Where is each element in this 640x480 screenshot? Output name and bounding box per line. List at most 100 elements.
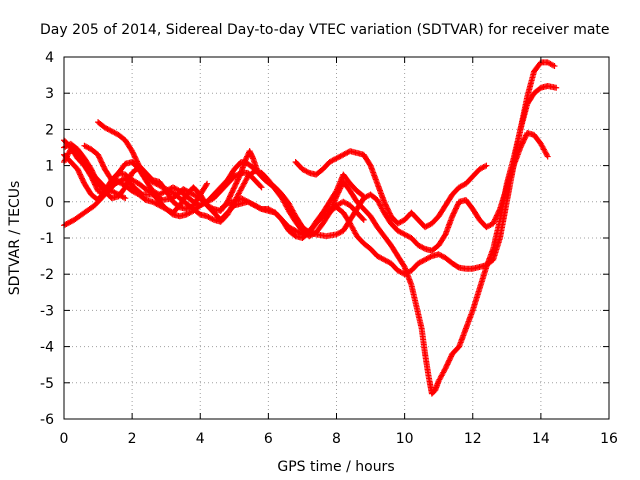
data-point bbox=[209, 216, 216, 223]
data-point bbox=[258, 184, 265, 191]
data-point bbox=[452, 206, 459, 213]
data-point bbox=[98, 159, 105, 166]
data-point bbox=[80, 178, 87, 185]
data-point bbox=[551, 63, 558, 70]
data-point bbox=[231, 184, 238, 191]
data-point bbox=[236, 170, 243, 177]
data-point bbox=[96, 154, 103, 161]
data-point bbox=[91, 180, 98, 187]
x-axis-label: GPS time / hours bbox=[277, 459, 394, 475]
data-point bbox=[386, 209, 393, 216]
data-point bbox=[90, 178, 97, 185]
data-point bbox=[383, 204, 390, 211]
data-point bbox=[76, 170, 83, 177]
data-point bbox=[360, 193, 367, 200]
y-tick-label: 1 bbox=[45, 159, 54, 175]
data-point bbox=[490, 219, 497, 226]
series-5 bbox=[81, 142, 265, 220]
data-point bbox=[134, 159, 141, 166]
data-point bbox=[550, 62, 557, 69]
data-point bbox=[134, 158, 141, 165]
data-point bbox=[519, 139, 526, 146]
data-point bbox=[230, 186, 237, 193]
data-point bbox=[232, 181, 239, 188]
y-tick-label: 3 bbox=[45, 86, 54, 102]
data-point bbox=[227, 192, 234, 199]
data-point bbox=[359, 192, 366, 199]
data-point bbox=[448, 353, 455, 360]
data-point bbox=[233, 179, 240, 186]
data-point bbox=[75, 168, 82, 175]
y-axis-label: SDTVAR / TECUs bbox=[7, 181, 23, 296]
data-point bbox=[79, 176, 86, 183]
data-point bbox=[453, 205, 460, 212]
y-tick-label: -6 bbox=[40, 412, 54, 428]
data-point bbox=[443, 364, 450, 371]
y-tick-label: -2 bbox=[40, 267, 54, 283]
data-point bbox=[553, 84, 560, 91]
data-point bbox=[100, 163, 107, 170]
x-tick-label: 2 bbox=[128, 431, 137, 447]
data-point bbox=[385, 208, 392, 215]
x-tick-label: 16 bbox=[600, 431, 618, 447]
data-point bbox=[133, 157, 140, 164]
data-point bbox=[454, 202, 461, 209]
data-point bbox=[382, 201, 389, 208]
data-point bbox=[450, 210, 457, 217]
data-point bbox=[130, 150, 137, 157]
data-point bbox=[228, 190, 235, 197]
data-point bbox=[226, 193, 233, 200]
data-point bbox=[522, 133, 529, 140]
data-point bbox=[442, 365, 449, 372]
series-3 bbox=[61, 59, 558, 278]
data-point bbox=[120, 194, 127, 201]
y-tick-label: -3 bbox=[40, 303, 54, 319]
data-point bbox=[95, 153, 102, 160]
data-point bbox=[482, 163, 489, 170]
data-point bbox=[454, 201, 461, 208]
data-point bbox=[231, 183, 238, 190]
data-point bbox=[521, 136, 528, 143]
data-point bbox=[129, 149, 136, 156]
data-point bbox=[427, 253, 434, 260]
data-point bbox=[384, 205, 391, 212]
y-tick-label: -5 bbox=[40, 376, 54, 392]
x-tick-label: 12 bbox=[464, 431, 482, 447]
data-point bbox=[444, 361, 451, 368]
series-2 bbox=[61, 82, 560, 397]
data-point bbox=[95, 151, 102, 158]
series-7 bbox=[217, 195, 367, 238]
plot-frame bbox=[63, 56, 610, 420]
data-point bbox=[443, 362, 450, 369]
data-point bbox=[490, 220, 497, 227]
data-point bbox=[97, 157, 104, 164]
data-point bbox=[92, 182, 99, 189]
data-point bbox=[78, 175, 85, 182]
data-point bbox=[244, 153, 251, 160]
data-point bbox=[383, 202, 390, 209]
series-6 bbox=[95, 119, 211, 213]
data-point bbox=[77, 171, 84, 178]
data-point bbox=[257, 183, 264, 190]
data-point bbox=[230, 185, 237, 192]
x-tick-label: 0 bbox=[60, 431, 69, 447]
data-point bbox=[234, 177, 241, 184]
x-tick-label: 6 bbox=[264, 431, 273, 447]
data-point bbox=[78, 174, 85, 181]
data-point bbox=[233, 180, 240, 187]
data-point bbox=[446, 356, 453, 363]
data-point bbox=[98, 158, 105, 165]
data-point bbox=[381, 200, 388, 207]
data-point bbox=[446, 357, 453, 364]
x-tick-label: 8 bbox=[332, 431, 341, 447]
data-point bbox=[360, 216, 367, 223]
data-point bbox=[257, 205, 264, 212]
data-point bbox=[453, 204, 460, 211]
data-point bbox=[204, 180, 211, 187]
data-point bbox=[96, 155, 103, 162]
y-tick-label: 0 bbox=[45, 195, 54, 211]
data-point bbox=[228, 189, 235, 196]
data-point bbox=[132, 154, 139, 161]
